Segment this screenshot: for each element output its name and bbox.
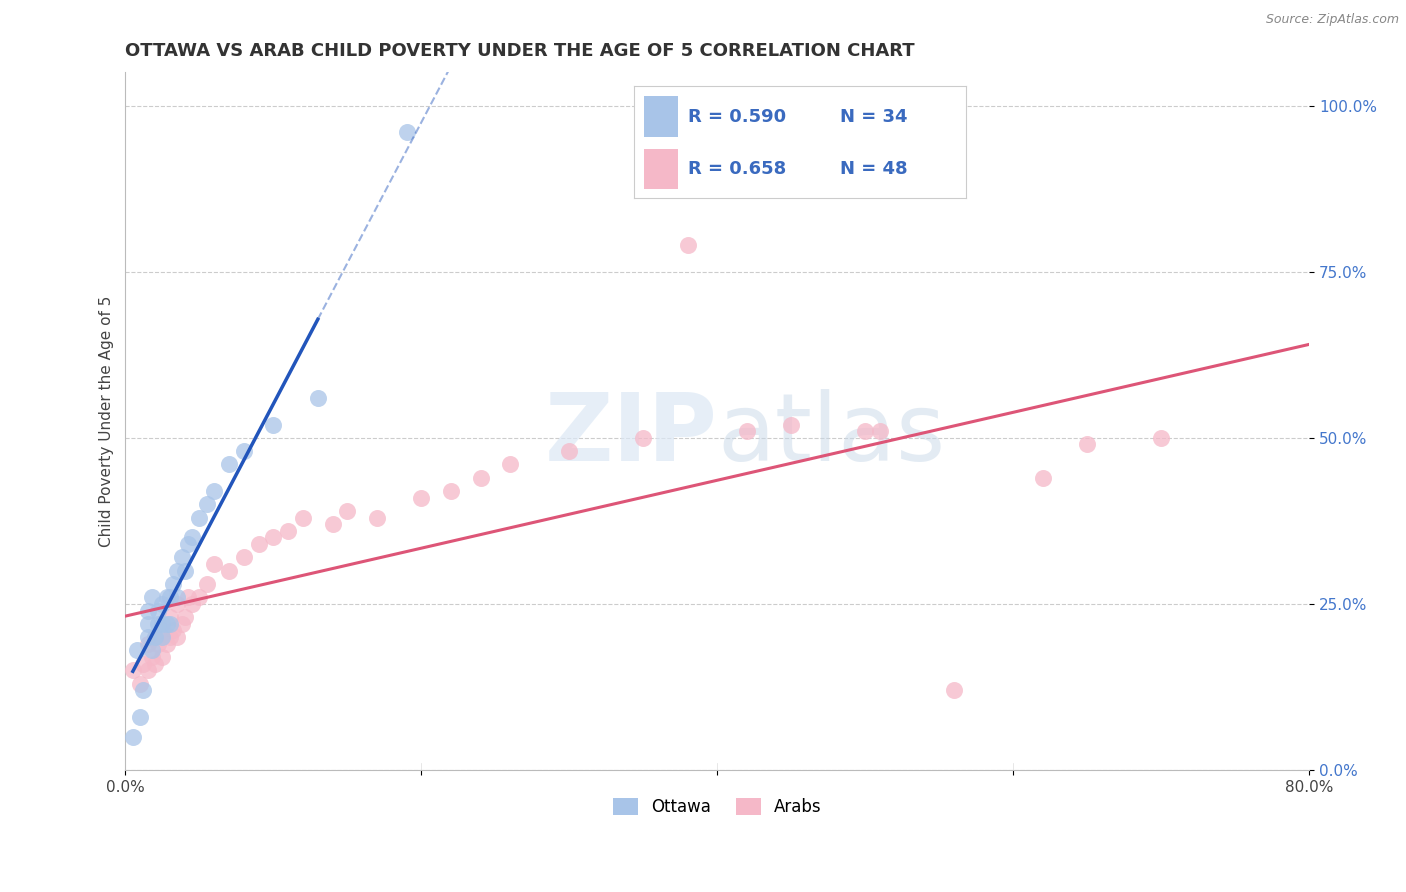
Point <box>262 417 284 432</box>
Point <box>232 550 254 565</box>
Point <box>141 591 163 605</box>
Point <box>176 537 198 551</box>
Point <box>195 497 218 511</box>
Point <box>166 630 188 644</box>
Point <box>173 564 195 578</box>
Point <box>146 603 169 617</box>
Point <box>1076 437 1098 451</box>
Point <box>470 471 492 485</box>
Text: Source: ZipAtlas.com: Source: ZipAtlas.com <box>1265 13 1399 27</box>
Point <box>735 424 758 438</box>
Point <box>122 664 145 678</box>
Point <box>943 683 966 698</box>
Point <box>411 491 433 505</box>
Point <box>173 610 195 624</box>
Point <box>166 591 188 605</box>
Point <box>218 564 240 578</box>
Point <box>853 424 876 438</box>
Point <box>262 531 284 545</box>
Point <box>166 564 188 578</box>
Point <box>366 510 388 524</box>
Point <box>162 577 184 591</box>
Point <box>129 676 152 690</box>
Point <box>141 650 163 665</box>
Point <box>202 483 225 498</box>
Point <box>1150 431 1173 445</box>
Point <box>159 616 181 631</box>
Point <box>166 597 188 611</box>
Point <box>156 637 179 651</box>
Point <box>780 417 803 432</box>
Point <box>146 616 169 631</box>
Point <box>152 630 174 644</box>
Point <box>170 550 193 565</box>
Point <box>633 431 655 445</box>
Point <box>143 630 166 644</box>
Point <box>122 730 145 744</box>
Point <box>181 531 204 545</box>
Text: OTTAWA VS ARAB CHILD POVERTY UNDER THE AGE OF 5 CORRELATION CHART: OTTAWA VS ARAB CHILD POVERTY UNDER THE A… <box>125 42 915 60</box>
Legend: Ottawa, Arabs: Ottawa, Arabs <box>605 789 831 824</box>
Point <box>202 557 225 571</box>
Point <box>152 650 174 665</box>
Point <box>395 125 418 139</box>
Y-axis label: Child Poverty Under the Age of 5: Child Poverty Under the Age of 5 <box>100 295 114 547</box>
Point <box>676 238 699 252</box>
Point <box>143 630 166 644</box>
Point <box>277 524 299 538</box>
Point <box>322 517 344 532</box>
Point <box>136 637 159 651</box>
Point <box>869 424 891 438</box>
Point <box>440 483 463 498</box>
Point <box>136 630 159 644</box>
Point <box>218 458 240 472</box>
Point <box>146 637 169 651</box>
Point <box>156 591 179 605</box>
Point <box>232 444 254 458</box>
Point <box>136 664 159 678</box>
Point <box>129 710 152 724</box>
Point <box>499 458 522 472</box>
Point <box>162 624 184 638</box>
Text: ZIP: ZIP <box>544 389 717 481</box>
Point <box>159 610 181 624</box>
Point <box>159 630 181 644</box>
Point <box>152 624 174 638</box>
Point <box>1032 471 1054 485</box>
Point <box>247 537 270 551</box>
Point <box>159 591 181 605</box>
Point <box>132 683 155 698</box>
Point <box>188 510 211 524</box>
Point <box>141 643 163 657</box>
Point <box>132 657 155 671</box>
Point <box>558 444 581 458</box>
Point <box>292 510 315 524</box>
Point <box>307 391 329 405</box>
Point <box>336 504 359 518</box>
Point <box>143 657 166 671</box>
Text: atlas: atlas <box>717 389 946 481</box>
Point <box>195 577 218 591</box>
Point <box>136 616 159 631</box>
Point <box>152 597 174 611</box>
Point <box>152 616 174 631</box>
Point <box>170 616 193 631</box>
Point <box>127 643 149 657</box>
Point <box>181 597 204 611</box>
Point <box>188 591 211 605</box>
Point <box>176 591 198 605</box>
Point <box>136 603 159 617</box>
Point <box>156 616 179 631</box>
